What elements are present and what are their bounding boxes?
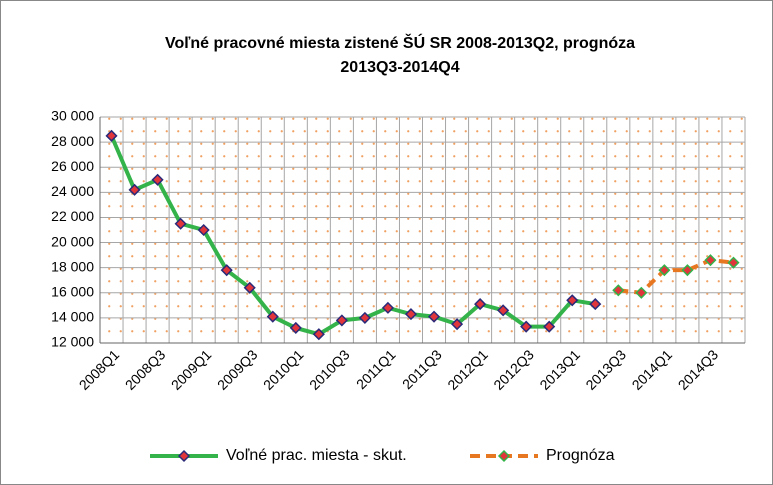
y-tick-label: 16 000 [51, 283, 94, 299]
legend-marker [177, 449, 191, 463]
data-point [520, 320, 533, 333]
data-point [312, 328, 325, 341]
data-point [266, 310, 279, 323]
legend-label: Voľné prac. miesta - skut. [226, 447, 407, 464]
y-tick-label: 20 000 [51, 233, 94, 249]
y-tick-label: 22 000 [51, 208, 94, 224]
data-point [151, 173, 164, 186]
data-point [243, 281, 256, 294]
data-point [404, 308, 418, 321]
data-point [197, 223, 210, 237]
y-tick-label: 12 000 [51, 334, 94, 350]
data-point [635, 286, 648, 299]
data-point [174, 217, 187, 230]
data-point [681, 264, 694, 277]
data-point [566, 294, 579, 307]
data-point [589, 298, 602, 311]
data-point [474, 298, 487, 311]
data-point [105, 129, 118, 142]
y-tick-label: 30 000 [51, 108, 94, 124]
data-point [727, 256, 740, 269]
data-point [289, 321, 302, 334]
data-point [358, 311, 371, 324]
y-tick-label: 26 000 [51, 158, 94, 174]
data-point [335, 314, 348, 327]
data-point [450, 318, 464, 331]
data-point [543, 320, 556, 333]
chart-title: 2013Q3-2014Q4 [340, 59, 459, 76]
data-point [612, 284, 625, 297]
data-point [658, 264, 671, 277]
y-tick-label: 18 000 [51, 258, 94, 274]
series-line [109, 135, 596, 337]
data-point [704, 254, 717, 267]
data-point [427, 310, 441, 323]
data-point [220, 264, 233, 277]
chart-title: Voľné pracovné miesta zistené ŠÚ SR 2008… [165, 33, 635, 52]
data-point [128, 183, 141, 196]
y-tick-label: 28 000 [51, 133, 94, 149]
legend-label: Prognóza [546, 447, 615, 464]
y-tick-label: 24 000 [51, 183, 94, 199]
y-tick-label: 14 000 [51, 309, 94, 325]
legend-marker [497, 449, 511, 463]
data-point [497, 304, 510, 317]
data-point [381, 301, 395, 314]
